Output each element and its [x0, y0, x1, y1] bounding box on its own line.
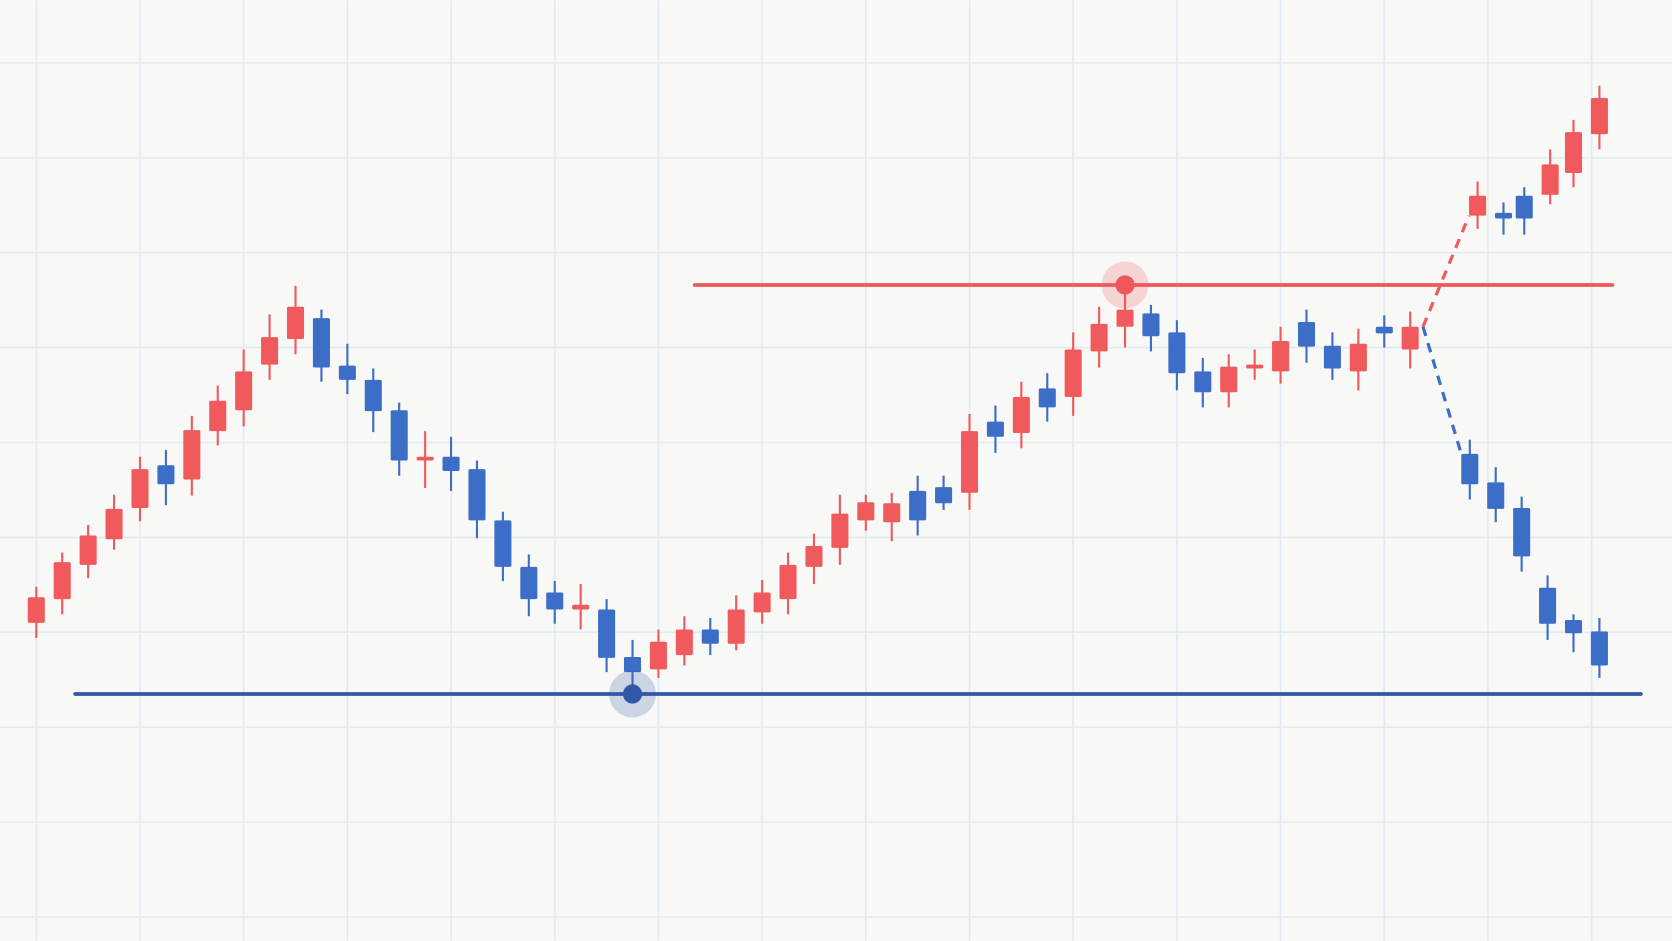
candle-body	[1323, 345, 1341, 369]
candle-body	[935, 487, 953, 504]
candle-body	[857, 502, 875, 521]
candle-body	[1469, 195, 1487, 216]
candle-body	[390, 410, 408, 461]
candle-body	[779, 564, 797, 600]
projection-line	[1421, 326, 1463, 455]
candle-body	[1513, 507, 1531, 557]
candle-body	[442, 456, 460, 471]
candle-body	[157, 465, 175, 485]
candle-body	[753, 592, 771, 613]
candle-body	[1590, 98, 1608, 135]
candle-body	[1539, 587, 1557, 624]
candle-body	[1590, 631, 1608, 666]
candle-body	[1038, 388, 1056, 408]
candle-body	[520, 566, 538, 600]
projection-line	[1421, 215, 1471, 328]
candle-body	[805, 545, 823, 567]
candle-body	[1541, 164, 1559, 195]
candle-body	[53, 562, 71, 600]
candle-body	[27, 597, 45, 623]
candle-body	[261, 337, 279, 365]
candle-body	[1194, 371, 1212, 393]
candle-body	[960, 431, 979, 493]
candle-body	[1116, 309, 1134, 327]
candle-body	[1142, 313, 1160, 337]
level-point	[622, 684, 643, 704]
candle-body	[1564, 619, 1583, 634]
candle-body	[1515, 195, 1533, 219]
candle-body	[131, 469, 149, 508]
candle-body	[1349, 343, 1367, 372]
candle-body	[468, 469, 486, 521]
level-point	[1115, 275, 1135, 295]
candle-body	[572, 604, 590, 610]
candle-body	[416, 456, 434, 461]
candle-body	[831, 513, 849, 548]
candle-body	[986, 421, 1004, 437]
candle-body	[1494, 212, 1513, 219]
candle-body	[364, 379, 382, 412]
candle-body	[105, 508, 123, 540]
candle-body	[286, 306, 305, 340]
candle-body	[883, 503, 901, 523]
candle-body	[649, 641, 667, 670]
candle-body	[701, 629, 719, 644]
candle-body	[909, 490, 927, 521]
candle-body	[1461, 453, 1479, 485]
candle-body	[675, 629, 693, 656]
candle-body	[1272, 340, 1290, 372]
candle-body	[1246, 364, 1264, 369]
candle-body	[598, 609, 616, 658]
candle-body	[494, 520, 512, 567]
candle-body	[1297, 321, 1316, 347]
candle-body	[209, 400, 227, 432]
candle-body	[623, 656, 642, 673]
candle-body	[546, 592, 564, 610]
candle-body	[1375, 326, 1393, 334]
candle-body	[312, 318, 330, 368]
candle-body	[235, 371, 253, 411]
candle-body	[338, 365, 356, 380]
candle-body	[1564, 132, 1583, 173]
candle-body	[1487, 482, 1505, 509]
candle-body	[79, 535, 97, 565]
candle-body	[1220, 366, 1238, 393]
candle-body	[727, 609, 745, 644]
candle-body	[1012, 396, 1030, 434]
candle-body	[1090, 323, 1108, 352]
candle-body	[1401, 326, 1419, 350]
candle-body	[1168, 332, 1186, 374]
candle-body	[1064, 349, 1082, 397]
candle-body	[183, 430, 201, 480]
